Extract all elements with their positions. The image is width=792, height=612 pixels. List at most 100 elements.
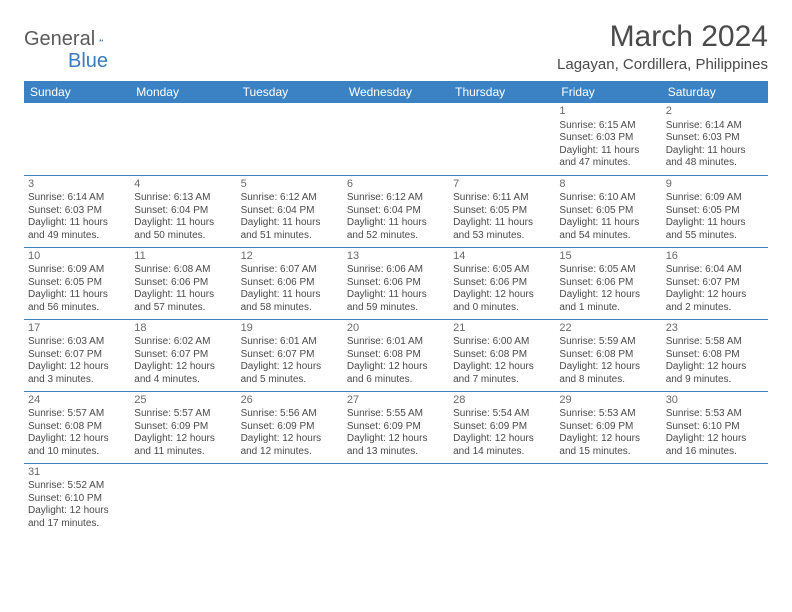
title-block: March 2024 Lagayan, Cordillera, Philippi… [557, 20, 768, 73]
daylight-text: Daylight: 11 hours [666, 217, 764, 230]
day-number: 21 [453, 322, 551, 336]
sunrise-text: Sunrise: 6:09 AM [666, 192, 764, 205]
sunrise-text: Sunrise: 6:05 AM [453, 264, 551, 277]
day-number: 30 [666, 394, 764, 408]
sunrise-text: Sunrise: 6:08 AM [134, 264, 232, 277]
sunset-text: Sunset: 6:07 PM [134, 349, 232, 362]
calendar-day-cell: 9Sunrise: 6:09 AMSunset: 6:05 PMDaylight… [662, 175, 768, 247]
calendar-empty-cell [130, 463, 236, 535]
daylight-text: and 13 minutes. [347, 446, 445, 459]
sunrise-text: Sunrise: 5:59 AM [559, 336, 657, 349]
sunrise-text: Sunrise: 6:04 AM [666, 264, 764, 277]
sunset-text: Sunset: 6:07 PM [241, 349, 339, 362]
daylight-text: Daylight: 12 hours [347, 433, 445, 446]
sunset-text: Sunset: 6:07 PM [666, 277, 764, 290]
sunset-text: Sunset: 6:08 PM [453, 349, 551, 362]
daylight-text: and 10 minutes. [28, 446, 126, 459]
calendar-day-cell: 22Sunrise: 5:59 AMSunset: 6:08 PMDayligh… [555, 319, 661, 391]
sunrise-text: Sunrise: 6:14 AM [28, 192, 126, 205]
calendar-header-row: SundayMondayTuesdayWednesdayThursdayFrid… [24, 81, 768, 103]
calendar-day-cell: 10Sunrise: 6:09 AMSunset: 6:05 PMDayligh… [24, 247, 130, 319]
logo: General [24, 28, 123, 51]
sunrise-text: Sunrise: 6:14 AM [666, 120, 764, 133]
daylight-text: and 2 minutes. [666, 302, 764, 315]
calendar-empty-cell [343, 463, 449, 535]
day-number: 24 [28, 394, 126, 408]
sunrise-text: Sunrise: 5:58 AM [666, 336, 764, 349]
day-number: 22 [559, 322, 657, 336]
calendar-day-cell: 8Sunrise: 6:10 AMSunset: 6:05 PMDaylight… [555, 175, 661, 247]
sunrise-text: Sunrise: 6:02 AM [134, 336, 232, 349]
daylight-text: and 11 minutes. [134, 446, 232, 459]
daylight-text: Daylight: 11 hours [241, 217, 339, 230]
sunrise-text: Sunrise: 6:09 AM [28, 264, 126, 277]
day-number: 14 [453, 250, 551, 264]
calendar-day-cell: 21Sunrise: 6:00 AMSunset: 6:08 PMDayligh… [449, 319, 555, 391]
calendar-day-cell: 3Sunrise: 6:14 AMSunset: 6:03 PMDaylight… [24, 175, 130, 247]
sunrise-text: Sunrise: 6:00 AM [453, 336, 551, 349]
weekday-header: Sunday [24, 81, 130, 103]
calendar-week-row: 24Sunrise: 5:57 AMSunset: 6:08 PMDayligh… [24, 391, 768, 463]
calendar-week-row: 17Sunrise: 6:03 AMSunset: 6:07 PMDayligh… [24, 319, 768, 391]
daylight-text: Daylight: 12 hours [666, 361, 764, 374]
day-number: 20 [347, 322, 445, 336]
logo-text-blue: Blue [68, 50, 108, 72]
sunset-text: Sunset: 6:10 PM [28, 493, 126, 506]
sunset-text: Sunset: 6:05 PM [666, 205, 764, 218]
weekday-header: Thursday [449, 81, 555, 103]
daylight-text: and 5 minutes. [241, 374, 339, 387]
daylight-text: Daylight: 12 hours [347, 361, 445, 374]
day-number: 27 [347, 394, 445, 408]
calendar-week-row: 3Sunrise: 6:14 AMSunset: 6:03 PMDaylight… [24, 175, 768, 247]
daylight-text: and 55 minutes. [666, 230, 764, 243]
calendar-day-cell: 19Sunrise: 6:01 AMSunset: 6:07 PMDayligh… [237, 319, 343, 391]
sunrise-text: Sunrise: 6:12 AM [241, 192, 339, 205]
daylight-text: Daylight: 12 hours [453, 289, 551, 302]
day-number: 3 [28, 178, 126, 192]
day-number: 2 [666, 105, 764, 119]
day-number: 5 [241, 178, 339, 192]
daylight-text: and 51 minutes. [241, 230, 339, 243]
calendar-day-cell: 23Sunrise: 5:58 AMSunset: 6:08 PMDayligh… [662, 319, 768, 391]
sunrise-text: Sunrise: 6:01 AM [347, 336, 445, 349]
sunset-text: Sunset: 6:08 PM [347, 349, 445, 362]
calendar-day-cell: 17Sunrise: 6:03 AMSunset: 6:07 PMDayligh… [24, 319, 130, 391]
sunset-text: Sunset: 6:06 PM [241, 277, 339, 290]
sunset-text: Sunset: 6:09 PM [347, 421, 445, 434]
day-number: 25 [134, 394, 232, 408]
sunrise-text: Sunrise: 5:53 AM [559, 408, 657, 421]
day-number: 31 [28, 466, 126, 480]
daylight-text: Daylight: 12 hours [134, 361, 232, 374]
daylight-text: and 52 minutes. [347, 230, 445, 243]
daylight-text: Daylight: 12 hours [241, 433, 339, 446]
sunset-text: Sunset: 6:03 PM [666, 132, 764, 145]
calendar-day-cell: 31Sunrise: 5:52 AMSunset: 6:10 PMDayligh… [24, 463, 130, 535]
calendar-day-cell: 11Sunrise: 6:08 AMSunset: 6:06 PMDayligh… [130, 247, 236, 319]
day-number: 1 [559, 105, 657, 119]
calendar-empty-cell [130, 103, 236, 175]
daylight-text: and 54 minutes. [559, 230, 657, 243]
day-number: 7 [453, 178, 551, 192]
sunset-text: Sunset: 6:10 PM [666, 421, 764, 434]
day-number: 11 [134, 250, 232, 264]
calendar-empty-cell [662, 463, 768, 535]
calendar-empty-cell [343, 103, 449, 175]
sunset-text: Sunset: 6:04 PM [134, 205, 232, 218]
day-number: 26 [241, 394, 339, 408]
daylight-text: Daylight: 12 hours [559, 433, 657, 446]
calendar-body: 1Sunrise: 6:15 AMSunset: 6:03 PMDaylight… [24, 103, 768, 535]
sunset-text: Sunset: 6:05 PM [559, 205, 657, 218]
sunset-text: Sunset: 6:03 PM [559, 132, 657, 145]
day-number: 6 [347, 178, 445, 192]
sunset-text: Sunset: 6:04 PM [241, 205, 339, 218]
daylight-text: Daylight: 12 hours [453, 433, 551, 446]
sunrise-text: Sunrise: 6:15 AM [559, 120, 657, 133]
day-number: 17 [28, 322, 126, 336]
daylight-text: Daylight: 12 hours [453, 361, 551, 374]
calendar-day-cell: 16Sunrise: 6:04 AMSunset: 6:07 PMDayligh… [662, 247, 768, 319]
day-number: 29 [559, 394, 657, 408]
calendar-day-cell: 30Sunrise: 5:53 AMSunset: 6:10 PMDayligh… [662, 391, 768, 463]
daylight-text: and 59 minutes. [347, 302, 445, 315]
daylight-text: and 9 minutes. [666, 374, 764, 387]
calendar-empty-cell [449, 103, 555, 175]
